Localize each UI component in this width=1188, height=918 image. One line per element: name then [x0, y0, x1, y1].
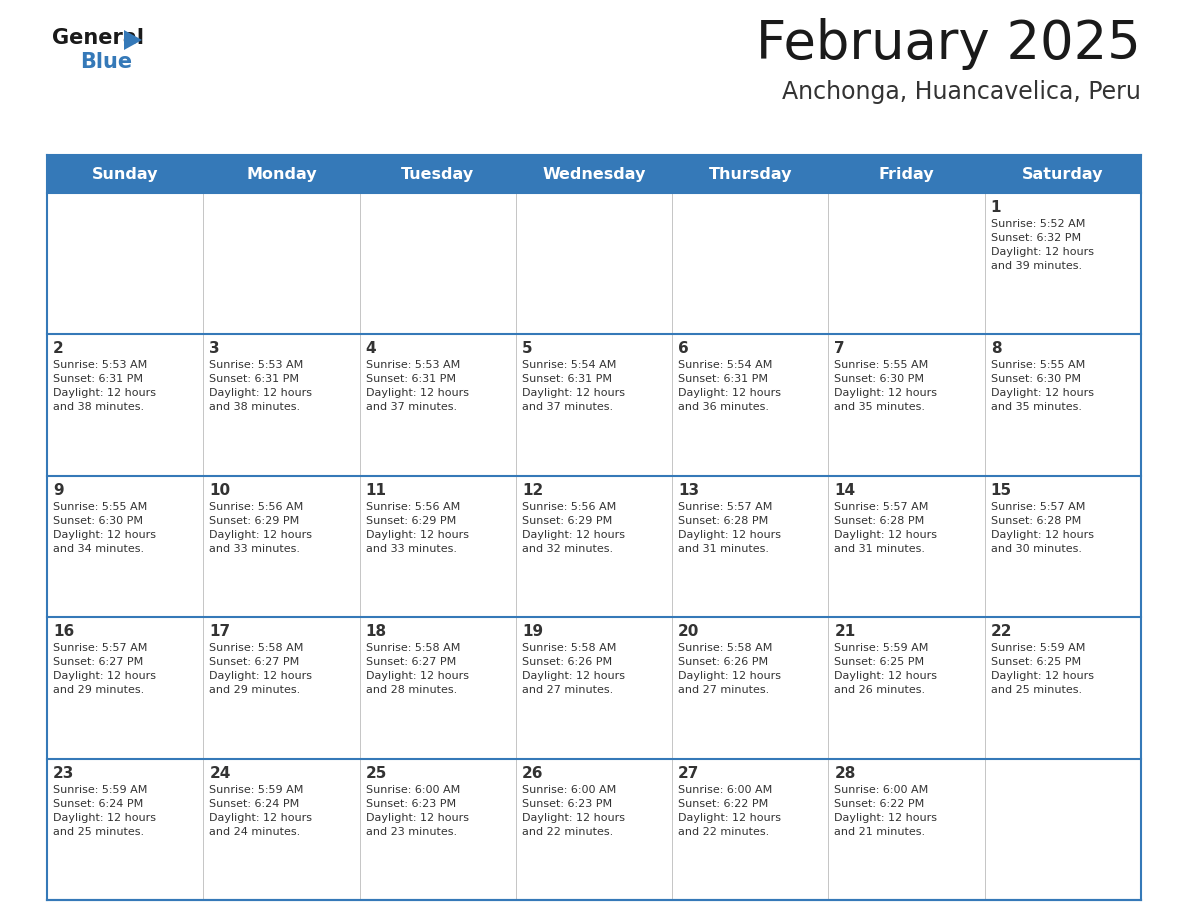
Text: Sunrise: 6:00 AM
Sunset: 6:22 PM
Daylight: 12 hours
and 21 minutes.: Sunrise: 6:00 AM Sunset: 6:22 PM Dayligh…: [834, 785, 937, 836]
Text: 26: 26: [522, 766, 543, 780]
Text: Sunrise: 5:54 AM
Sunset: 6:31 PM
Daylight: 12 hours
and 36 minutes.: Sunrise: 5:54 AM Sunset: 6:31 PM Dayligh…: [678, 361, 782, 412]
Text: 17: 17: [209, 624, 230, 639]
Text: February 2025: February 2025: [757, 18, 1140, 70]
Text: Thursday: Thursday: [708, 166, 792, 182]
Text: 12: 12: [522, 483, 543, 498]
Text: Sunrise: 6:00 AM
Sunset: 6:23 PM
Daylight: 12 hours
and 23 minutes.: Sunrise: 6:00 AM Sunset: 6:23 PM Dayligh…: [366, 785, 468, 836]
Text: Sunrise: 5:57 AM
Sunset: 6:28 PM
Daylight: 12 hours
and 31 minutes.: Sunrise: 5:57 AM Sunset: 6:28 PM Dayligh…: [678, 502, 782, 554]
Text: Saturday: Saturday: [1022, 166, 1104, 182]
Text: 19: 19: [522, 624, 543, 639]
Bar: [48, 155, 1140, 193]
Text: Tuesday: Tuesday: [402, 166, 474, 182]
Text: Sunday: Sunday: [91, 166, 158, 182]
Text: Blue: Blue: [80, 52, 132, 72]
Text: Sunrise: 5:56 AM
Sunset: 6:29 PM
Daylight: 12 hours
and 33 minutes.: Sunrise: 5:56 AM Sunset: 6:29 PM Dayligh…: [366, 502, 468, 554]
Text: 28: 28: [834, 766, 855, 780]
Text: 25: 25: [366, 766, 387, 780]
Text: Sunrise: 5:58 AM
Sunset: 6:27 PM
Daylight: 12 hours
and 29 minutes.: Sunrise: 5:58 AM Sunset: 6:27 PM Dayligh…: [209, 644, 312, 695]
Text: Sunrise: 5:53 AM
Sunset: 6:31 PM
Daylight: 12 hours
and 38 minutes.: Sunrise: 5:53 AM Sunset: 6:31 PM Dayligh…: [209, 361, 312, 412]
Text: Sunrise: 5:53 AM
Sunset: 6:31 PM
Daylight: 12 hours
and 38 minutes.: Sunrise: 5:53 AM Sunset: 6:31 PM Dayligh…: [53, 361, 156, 412]
Text: Sunrise: 5:55 AM
Sunset: 6:30 PM
Daylight: 12 hours
and 35 minutes.: Sunrise: 5:55 AM Sunset: 6:30 PM Dayligh…: [991, 361, 1094, 412]
Text: General: General: [52, 28, 144, 48]
Text: 9: 9: [53, 483, 64, 498]
Text: 11: 11: [366, 483, 386, 498]
Text: Sunrise: 6:00 AM
Sunset: 6:22 PM
Daylight: 12 hours
and 22 minutes.: Sunrise: 6:00 AM Sunset: 6:22 PM Dayligh…: [678, 785, 782, 836]
Text: Sunrise: 5:59 AM
Sunset: 6:25 PM
Daylight: 12 hours
and 26 minutes.: Sunrise: 5:59 AM Sunset: 6:25 PM Dayligh…: [834, 644, 937, 695]
Text: 8: 8: [991, 341, 1001, 356]
Text: 23: 23: [53, 766, 75, 780]
Text: 1: 1: [991, 200, 1001, 215]
Text: 15: 15: [991, 483, 1012, 498]
Text: Sunrise: 5:58 AM
Sunset: 6:26 PM
Daylight: 12 hours
and 27 minutes.: Sunrise: 5:58 AM Sunset: 6:26 PM Dayligh…: [678, 644, 782, 695]
Text: 20: 20: [678, 624, 700, 639]
Text: Sunrise: 5:53 AM
Sunset: 6:31 PM
Daylight: 12 hours
and 37 minutes.: Sunrise: 5:53 AM Sunset: 6:31 PM Dayligh…: [366, 361, 468, 412]
Text: 24: 24: [209, 766, 230, 780]
Text: 16: 16: [53, 624, 74, 639]
Text: 5: 5: [522, 341, 532, 356]
Text: 4: 4: [366, 341, 377, 356]
Text: 3: 3: [209, 341, 220, 356]
Text: Sunrise: 5:59 AM
Sunset: 6:25 PM
Daylight: 12 hours
and 25 minutes.: Sunrise: 5:59 AM Sunset: 6:25 PM Dayligh…: [991, 644, 1094, 695]
Text: 14: 14: [834, 483, 855, 498]
Polygon shape: [124, 30, 143, 50]
Text: Sunrise: 5:52 AM
Sunset: 6:32 PM
Daylight: 12 hours
and 39 minutes.: Sunrise: 5:52 AM Sunset: 6:32 PM Dayligh…: [991, 219, 1094, 271]
Text: 6: 6: [678, 341, 689, 356]
Text: 18: 18: [366, 624, 387, 639]
Text: Sunrise: 5:54 AM
Sunset: 6:31 PM
Daylight: 12 hours
and 37 minutes.: Sunrise: 5:54 AM Sunset: 6:31 PM Dayligh…: [522, 361, 625, 412]
Text: Sunrise: 5:57 AM
Sunset: 6:27 PM
Daylight: 12 hours
and 29 minutes.: Sunrise: 5:57 AM Sunset: 6:27 PM Dayligh…: [53, 644, 156, 695]
Text: 21: 21: [834, 624, 855, 639]
Text: Sunrise: 5:58 AM
Sunset: 6:26 PM
Daylight: 12 hours
and 27 minutes.: Sunrise: 5:58 AM Sunset: 6:26 PM Dayligh…: [522, 644, 625, 695]
Text: Friday: Friday: [879, 166, 935, 182]
Text: Anchonga, Huancavelica, Peru: Anchonga, Huancavelica, Peru: [782, 80, 1140, 104]
Text: Sunrise: 5:55 AM
Sunset: 6:30 PM
Daylight: 12 hours
and 34 minutes.: Sunrise: 5:55 AM Sunset: 6:30 PM Dayligh…: [53, 502, 156, 554]
Text: Sunrise: 5:58 AM
Sunset: 6:27 PM
Daylight: 12 hours
and 28 minutes.: Sunrise: 5:58 AM Sunset: 6:27 PM Dayligh…: [366, 644, 468, 695]
Text: Sunrise: 5:56 AM
Sunset: 6:29 PM
Daylight: 12 hours
and 33 minutes.: Sunrise: 5:56 AM Sunset: 6:29 PM Dayligh…: [209, 502, 312, 554]
Text: 7: 7: [834, 341, 845, 356]
Text: Sunrise: 5:55 AM
Sunset: 6:30 PM
Daylight: 12 hours
and 35 minutes.: Sunrise: 5:55 AM Sunset: 6:30 PM Dayligh…: [834, 361, 937, 412]
Text: Sunrise: 5:59 AM
Sunset: 6:24 PM
Daylight: 12 hours
and 24 minutes.: Sunrise: 5:59 AM Sunset: 6:24 PM Dayligh…: [209, 785, 312, 836]
Text: Sunrise: 5:59 AM
Sunset: 6:24 PM
Daylight: 12 hours
and 25 minutes.: Sunrise: 5:59 AM Sunset: 6:24 PM Dayligh…: [53, 785, 156, 836]
Text: Sunrise: 5:57 AM
Sunset: 6:28 PM
Daylight: 12 hours
and 31 minutes.: Sunrise: 5:57 AM Sunset: 6:28 PM Dayligh…: [834, 502, 937, 554]
Text: Sunrise: 6:00 AM
Sunset: 6:23 PM
Daylight: 12 hours
and 22 minutes.: Sunrise: 6:00 AM Sunset: 6:23 PM Dayligh…: [522, 785, 625, 836]
Text: 27: 27: [678, 766, 700, 780]
Text: 2: 2: [53, 341, 64, 356]
Text: Wednesday: Wednesday: [542, 166, 646, 182]
Text: 22: 22: [991, 624, 1012, 639]
Text: 13: 13: [678, 483, 700, 498]
Text: 10: 10: [209, 483, 230, 498]
Text: Sunrise: 5:57 AM
Sunset: 6:28 PM
Daylight: 12 hours
and 30 minutes.: Sunrise: 5:57 AM Sunset: 6:28 PM Dayligh…: [991, 502, 1094, 554]
Text: Monday: Monday: [246, 166, 317, 182]
Text: Sunrise: 5:56 AM
Sunset: 6:29 PM
Daylight: 12 hours
and 32 minutes.: Sunrise: 5:56 AM Sunset: 6:29 PM Dayligh…: [522, 502, 625, 554]
